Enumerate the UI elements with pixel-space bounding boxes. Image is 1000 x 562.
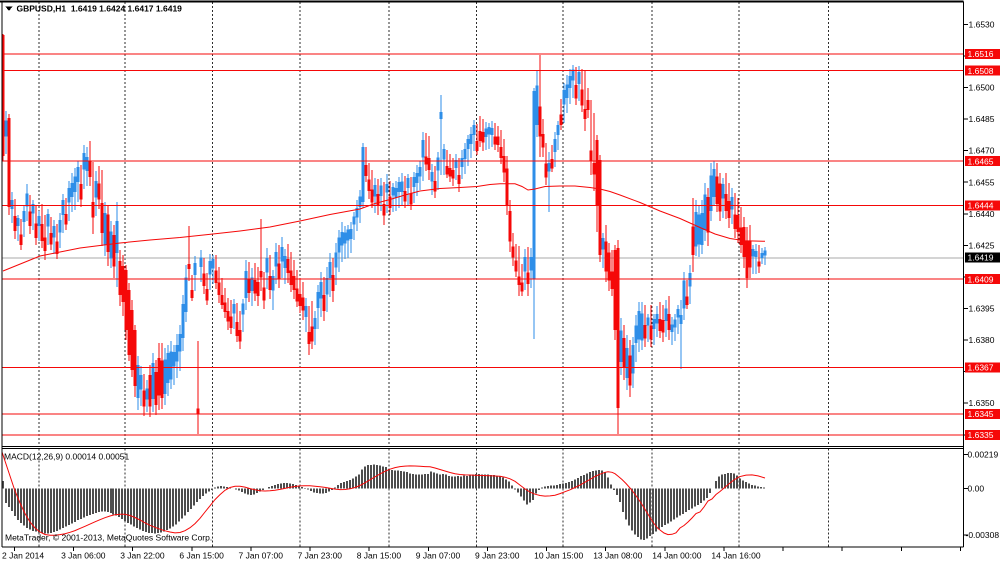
svg-text:6 Jan 15:00: 6 Jan 15:00 <box>179 551 224 561</box>
svg-text:-0.00308: -0.00308 <box>966 530 1000 540</box>
svg-text:13 Jan 08:00: 13 Jan 08:00 <box>593 551 642 561</box>
svg-text:0.00219: 0.00219 <box>968 450 999 460</box>
svg-text:1.6465: 1.6465 <box>968 156 994 166</box>
svg-text:3 Jan 06:00: 3 Jan 06:00 <box>61 551 106 561</box>
svg-text:0.00: 0.00 <box>968 483 985 493</box>
svg-text:9 Jan 07:00: 9 Jan 07:00 <box>416 551 461 561</box>
svg-text:MetaTrader, © 2001-2013, MetaQ: MetaTrader, © 2001-2013, MetaQuotes Soft… <box>5 533 212 543</box>
svg-text:1.6530: 1.6530 <box>969 19 995 29</box>
svg-text:1.6395: 1.6395 <box>969 304 995 314</box>
svg-text:7 Jan 07:00: 7 Jan 07:00 <box>239 551 284 561</box>
svg-text:7 Jan 23:00: 7 Jan 23:00 <box>298 551 343 561</box>
svg-text:1.6455: 1.6455 <box>969 177 995 187</box>
svg-text:8 Jan 15:00: 8 Jan 15:00 <box>357 551 402 561</box>
svg-text:1.6470: 1.6470 <box>969 146 995 156</box>
svg-text:1.6500: 1.6500 <box>969 83 995 93</box>
svg-text:14 Jan 16:00: 14 Jan 16:00 <box>711 551 760 561</box>
svg-text:2 Jan 2014: 2 Jan 2014 <box>2 551 44 561</box>
svg-text:1.6335: 1.6335 <box>968 430 994 440</box>
svg-text:1.6516: 1.6516 <box>968 49 994 59</box>
svg-text:1.6367: 1.6367 <box>968 363 994 373</box>
svg-text:1.6444: 1.6444 <box>968 201 994 211</box>
svg-text:14 Jan 00:00: 14 Jan 00:00 <box>652 551 701 561</box>
svg-text:9 Jan 23:00: 9 Jan 23:00 <box>475 551 520 561</box>
svg-text:1.6485: 1.6485 <box>969 114 995 124</box>
svg-text:3 Jan 22:00: 3 Jan 22:00 <box>120 551 165 561</box>
svg-text:1.6440: 1.6440 <box>969 209 995 219</box>
svg-text:GBPUSD,H1 1.6419 1.6424 1.641: GBPUSD,H1 1.6419 1.6424 1.6417 1.6419 <box>17 4 183 14</box>
svg-text:1.6380: 1.6380 <box>969 335 995 345</box>
svg-text:1.6508: 1.6508 <box>968 66 994 76</box>
svg-text:1.6409: 1.6409 <box>968 274 994 284</box>
svg-text:1.6419: 1.6419 <box>968 253 994 263</box>
svg-text:1.6350: 1.6350 <box>969 398 995 408</box>
svg-text:1.6425: 1.6425 <box>969 240 995 250</box>
svg-text:MACD(12,26,9) 0.00014 0.00051: MACD(12,26,9) 0.00014 0.00051 <box>4 452 129 462</box>
svg-text:10 Jan 15:00: 10 Jan 15:00 <box>534 551 583 561</box>
svg-text:1.6345: 1.6345 <box>968 409 994 419</box>
